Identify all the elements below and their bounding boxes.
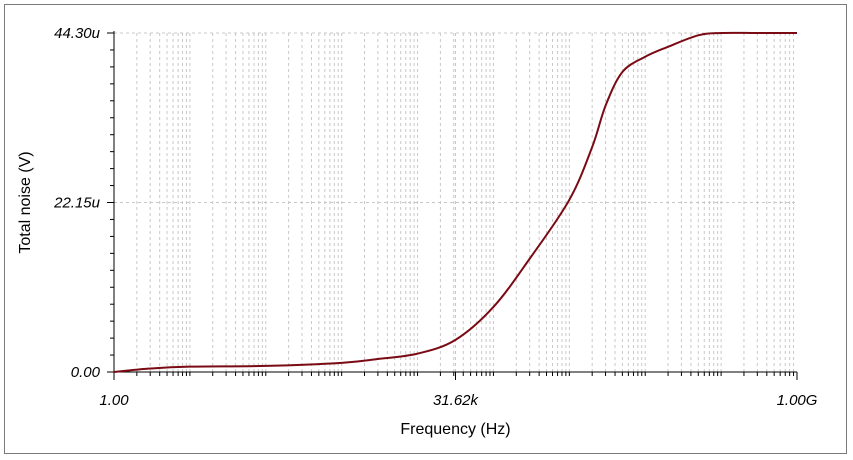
y-tick-label-1: 22.15u [53, 195, 101, 212]
y-tick-label-2: 44.30u [54, 25, 101, 42]
chart-frame [4, 4, 847, 454]
x-tick-label-0: 1.00 [99, 392, 129, 409]
x-tick-label-1: 31.62k [433, 392, 480, 409]
y-axis-title: Total noise (V) [17, 151, 34, 253]
axis-ticks [107, 31, 798, 380]
grid [114, 32, 797, 373]
series-line-total-noise [113, 31, 797, 373]
x-axis-title: Frequency (Hz) [400, 421, 510, 438]
x-tick-label-2: 1.00G [777, 392, 818, 409]
y-tick-label-0: 0.00 [71, 364, 101, 381]
